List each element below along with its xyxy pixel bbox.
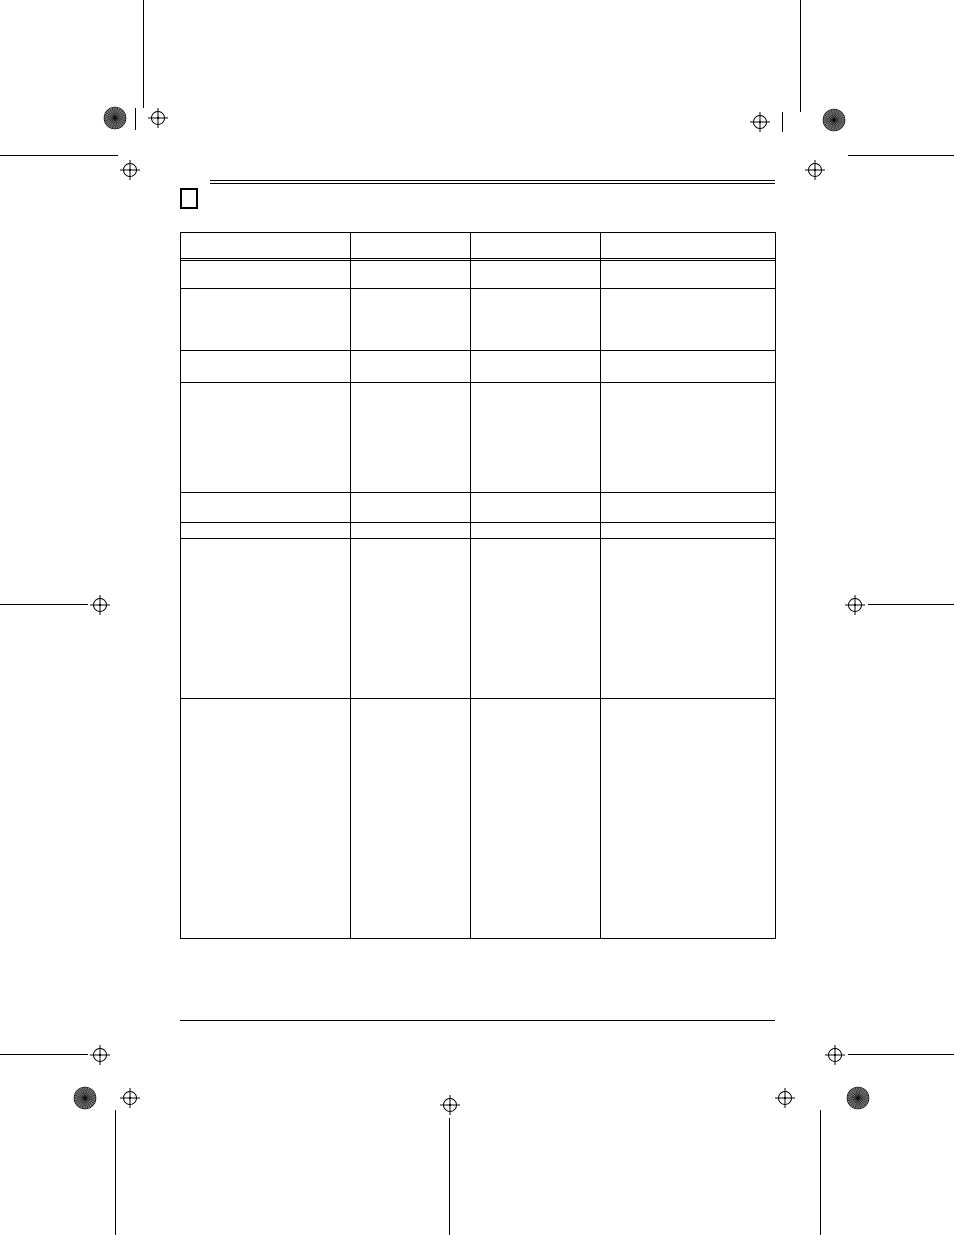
page-content: [180, 180, 775, 939]
footer-rule: [180, 1020, 775, 1021]
table-cell: [181, 351, 351, 383]
col-header-1: [181, 233, 351, 259]
table-cell: [601, 493, 776, 523]
table-row: [181, 289, 776, 351]
table-cell: [601, 351, 776, 383]
table-cell: [601, 289, 776, 351]
table-cell: [471, 699, 601, 939]
registration-dot-icon: [73, 1086, 97, 1110]
table-cell: [471, 259, 601, 289]
table-row: [181, 539, 776, 699]
table-cell: [471, 523, 601, 539]
registration-dot-icon: [846, 1086, 870, 1110]
table-row: [181, 699, 776, 939]
registration-crosshair-icon: [440, 1095, 460, 1115]
crop-line: [143, 0, 144, 108]
header-double-rule: [210, 180, 775, 184]
col-header-2: [351, 233, 471, 259]
crop-line: [800, 0, 801, 112]
table-cell: [351, 539, 471, 699]
crop-line: [135, 108, 136, 130]
crop-line: [782, 112, 783, 132]
crop-line: [848, 155, 954, 156]
table-cell: [181, 383, 351, 493]
crop-line: [868, 604, 954, 605]
table-row: [181, 259, 776, 289]
table-cell: [351, 351, 471, 383]
table-cell: [181, 289, 351, 351]
registration-crosshair-icon: [775, 1088, 795, 1108]
registration-dot-icon: [103, 106, 127, 130]
table-cell: [351, 699, 471, 939]
crop-line: [848, 1054, 954, 1055]
table-row: [181, 493, 776, 523]
crop-line: [0, 1054, 88, 1055]
table-cell: [351, 259, 471, 289]
table-cell: [601, 539, 776, 699]
registration-dot-icon: [822, 108, 846, 132]
table-cell: [601, 523, 776, 539]
table-cell: [471, 539, 601, 699]
table-cell: [351, 383, 471, 493]
table-cell: [181, 259, 351, 289]
table-cell: [351, 523, 471, 539]
table-cell: [181, 539, 351, 699]
registration-crosshair-icon: [120, 1088, 140, 1108]
registration-crosshair-icon: [825, 1045, 845, 1065]
table-cell: [471, 493, 601, 523]
crop-line: [0, 155, 118, 156]
crop-line: [449, 1118, 450, 1235]
table-cell: [601, 383, 776, 493]
table-cell: [181, 523, 351, 539]
registration-crosshair-icon: [90, 595, 110, 615]
registration-crosshair-icon: [90, 1045, 110, 1065]
table-cell: [471, 383, 601, 493]
table-header-row: [181, 233, 776, 259]
page-marker-icon: [180, 188, 198, 209]
crop-line: [820, 1110, 821, 1235]
table-cell: [181, 699, 351, 939]
table-cell: [351, 493, 471, 523]
col-header-4: [601, 233, 776, 259]
crop-line: [0, 604, 88, 605]
table-row: [181, 523, 776, 539]
registration-crosshair-icon: [805, 160, 825, 180]
spec-table: [180, 232, 776, 939]
table-row: [181, 383, 776, 493]
crop-line: [115, 1110, 116, 1235]
table-cell: [471, 289, 601, 351]
registration-crosshair-icon: [750, 112, 770, 132]
registration-crosshair-icon: [845, 595, 865, 615]
table-cell: [471, 351, 601, 383]
table-cell: [181, 493, 351, 523]
table-cell: [601, 259, 776, 289]
table-row: [181, 351, 776, 383]
table-cell: [601, 699, 776, 939]
registration-crosshair-icon: [148, 108, 168, 128]
col-header-3: [471, 233, 601, 259]
table-cell: [351, 289, 471, 351]
registration-crosshair-icon: [120, 160, 140, 180]
